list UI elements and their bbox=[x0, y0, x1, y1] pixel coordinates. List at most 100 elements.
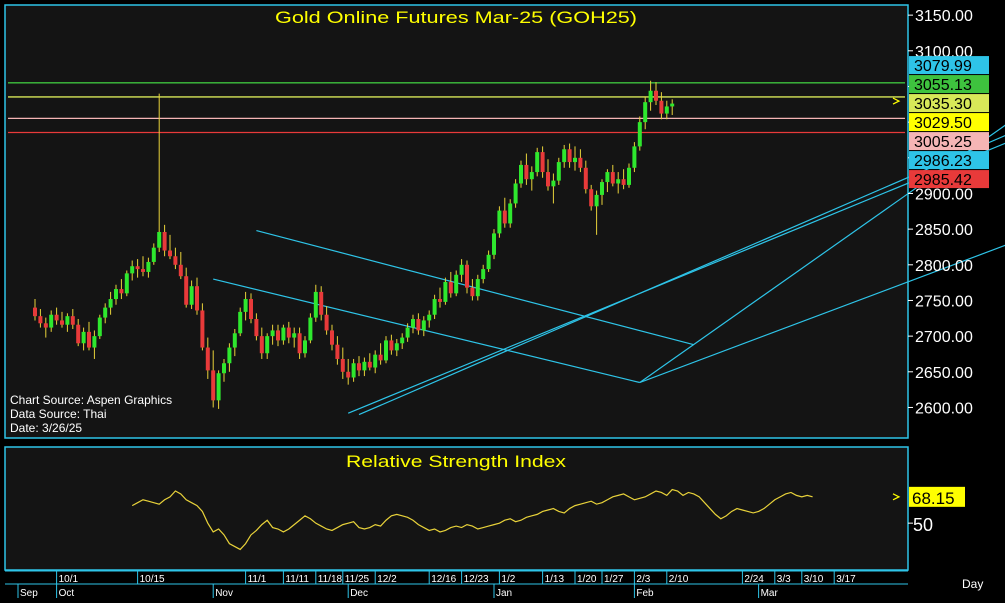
candle bbox=[400, 333, 405, 349]
candle-body bbox=[600, 182, 604, 195]
candle-body bbox=[103, 307, 108, 318]
candle-body bbox=[195, 286, 199, 311]
candle bbox=[416, 313, 421, 335]
candle-body bbox=[211, 370, 216, 401]
candle bbox=[405, 323, 410, 342]
candle-body bbox=[670, 103, 675, 107]
candle-body bbox=[610, 172, 615, 184]
candle-body bbox=[367, 361, 372, 368]
candle bbox=[168, 234, 172, 260]
candle-body bbox=[562, 149, 567, 163]
day-tick-label: 1/27 bbox=[604, 574, 624, 585]
candle bbox=[378, 343, 383, 365]
candle bbox=[243, 291, 248, 321]
candle bbox=[335, 336, 340, 365]
candle-body bbox=[313, 291, 318, 318]
candle bbox=[627, 163, 631, 188]
candle bbox=[389, 334, 394, 355]
candle bbox=[195, 277, 199, 315]
candle-body bbox=[265, 336, 270, 354]
candle bbox=[421, 316, 426, 337]
candle-body bbox=[97, 317, 102, 337]
candle bbox=[60, 311, 64, 328]
candle bbox=[481, 264, 486, 284]
day-tick-label: 1/13 bbox=[545, 574, 565, 585]
candle-body bbox=[643, 102, 648, 123]
candle-body bbox=[438, 299, 442, 302]
candle-body bbox=[659, 100, 664, 114]
candle-body bbox=[427, 314, 432, 321]
candle bbox=[637, 116, 642, 151]
price-tick-label: 2750.00 bbox=[915, 293, 973, 310]
candle bbox=[535, 147, 540, 177]
month-tick-label: Mar bbox=[761, 588, 779, 599]
rsi-title: Relative Strength Index bbox=[346, 452, 567, 471]
candle-body bbox=[151, 247, 156, 262]
candle bbox=[211, 350, 216, 408]
candle-body bbox=[654, 90, 658, 101]
candle-body bbox=[416, 319, 421, 331]
candle-body bbox=[87, 331, 91, 348]
candle bbox=[432, 294, 437, 320]
candle-body bbox=[459, 264, 464, 275]
candle-body bbox=[184, 276, 189, 305]
candle bbox=[351, 358, 356, 382]
day-tick-label: 3/3 bbox=[777, 574, 791, 585]
candle bbox=[610, 164, 615, 187]
candle-body bbox=[243, 299, 248, 312]
candle-body bbox=[60, 320, 64, 325]
candle bbox=[265, 333, 270, 359]
candle-body bbox=[254, 319, 259, 337]
candle bbox=[76, 319, 81, 347]
candle-body bbox=[400, 337, 405, 344]
price-tag-bg bbox=[909, 113, 989, 132]
day-tick-label: 1/20 bbox=[577, 574, 597, 585]
candle bbox=[513, 179, 518, 208]
candle-body bbox=[205, 347, 210, 371]
candle bbox=[573, 146, 577, 171]
candle-body bbox=[303, 340, 307, 354]
candle bbox=[227, 343, 232, 372]
candle bbox=[411, 314, 415, 334]
candle-body bbox=[448, 281, 453, 294]
candle bbox=[659, 92, 664, 120]
candle bbox=[465, 260, 469, 294]
candle-body bbox=[54, 314, 59, 321]
candle bbox=[222, 358, 226, 382]
candle bbox=[173, 247, 178, 270]
candle-body bbox=[551, 180, 556, 187]
candle bbox=[124, 270, 129, 297]
candle bbox=[184, 267, 189, 308]
rsi-tick-label: 50 bbox=[913, 515, 933, 535]
candle-body bbox=[227, 347, 232, 364]
candle-body bbox=[65, 316, 70, 325]
candle bbox=[605, 169, 610, 193]
price-tick-label: 2800.00 bbox=[915, 258, 973, 275]
candle-body bbox=[664, 106, 669, 114]
candlesticks bbox=[33, 80, 675, 409]
candle-body bbox=[481, 269, 486, 280]
rsi-panel bbox=[4, 446, 909, 571]
candle-body bbox=[421, 320, 426, 331]
price-tick-label: 2700.00 bbox=[915, 329, 973, 346]
candle bbox=[643, 96, 648, 130]
date-label: Date: 3/26/25 bbox=[10, 421, 82, 435]
candle-body bbox=[276, 330, 280, 341]
candle bbox=[157, 93, 162, 252]
trend-line-3 bbox=[639, 244, 1005, 384]
candle bbox=[141, 256, 145, 277]
candle-body bbox=[119, 289, 124, 294]
candle bbox=[303, 336, 307, 358]
price-tag-label: 3029.50 bbox=[914, 115, 972, 132]
candle-body bbox=[92, 336, 97, 348]
candle-body bbox=[108, 299, 113, 308]
day-tick-label: 11/11 bbox=[285, 574, 309, 585]
candle bbox=[130, 260, 135, 281]
candle-body bbox=[432, 299, 437, 315]
rsi-arrow-icon bbox=[892, 493, 901, 501]
candle-body bbox=[492, 233, 496, 255]
candle-body bbox=[605, 172, 610, 183]
candle bbox=[97, 314, 102, 339]
rsi-series-line bbox=[131, 488, 813, 551]
candle bbox=[594, 190, 599, 235]
